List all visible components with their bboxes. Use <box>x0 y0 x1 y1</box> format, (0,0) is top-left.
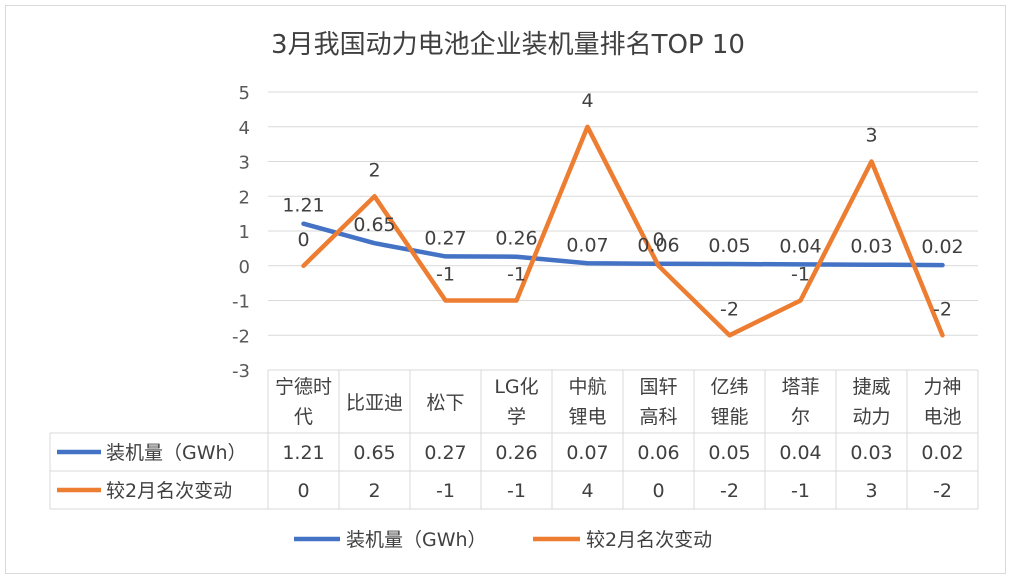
y-tick-label: 2 <box>239 187 250 208</box>
category-label: 电池 <box>923 406 961 428</box>
data-label: -2 <box>933 298 952 320</box>
table-cell-value: 0 <box>297 480 309 502</box>
table-cell-value: 0 <box>652 480 664 502</box>
data-label: 0 <box>297 229 309 251</box>
category-label: 中航 <box>568 376 606 398</box>
y-tick-label: -1 <box>232 292 250 313</box>
category-label: 锂能 <box>710 406 748 428</box>
table-cell-value: 0.06 <box>637 442 679 464</box>
table-cell-value: 3 <box>865 480 877 502</box>
chart-title: 3月我国动力电池企业装机量排名TOP 10 <box>271 30 745 60</box>
category-label: 高科 <box>639 406 677 428</box>
table-cell-value: 1.21 <box>282 442 324 464</box>
table-cell-value: 2 <box>368 480 380 502</box>
y-tick-label: 5 <box>239 83 250 104</box>
data-label: 0.02 <box>921 236 963 258</box>
data-label: 0.27 <box>424 227 466 249</box>
category-label: 松下 <box>426 392 464 414</box>
data-label: 4 <box>581 90 593 112</box>
data-label: -1 <box>436 264 455 286</box>
category-label: 国轩 <box>639 376 677 398</box>
y-tick-label: -2 <box>232 326 250 347</box>
data-label: -2 <box>720 298 739 320</box>
data-label-layer: 1.21 0.65 0.27 0.26 0.07 0.06 0.05 0.04 0.03 0.02… <box>282 90 963 321</box>
data-label: 0.65 <box>353 214 395 236</box>
series-line <box>301 124 945 338</box>
category-label: 塔菲 <box>781 376 819 398</box>
category-label: 学 <box>507 406 526 428</box>
table-cell-value: 0.65 <box>353 442 395 464</box>
data-label: 0.05 <box>708 235 750 257</box>
data-label: 1.21 <box>282 195 324 217</box>
category-label: 力神 <box>923 376 961 398</box>
legend-label: 较2月名次变动 <box>586 529 712 551</box>
category-label: 尔 <box>791 406 810 428</box>
table-cell-value: -1 <box>791 480 810 502</box>
y-tick-label: 3 <box>239 153 250 174</box>
y-tick-label: 4 <box>239 118 250 139</box>
table-cell-value: 0.03 <box>850 442 892 464</box>
legend-label: 装机量（GWh） <box>346 529 487 551</box>
table-cell-value: -2 <box>720 480 739 502</box>
data-label: -1 <box>507 264 526 286</box>
table-cell-value: 0.05 <box>708 442 750 464</box>
data-label: 0 <box>652 229 664 251</box>
category-label: 动力 <box>852 406 890 428</box>
category-label: 代 <box>294 406 313 428</box>
category-label: 亿纬 <box>710 376 748 398</box>
table-cell-value: -1 <box>436 480 455 502</box>
data-label: 3 <box>865 125 877 147</box>
data-label: 0.03 <box>850 236 892 258</box>
table-cell-value: 0.04 <box>779 442 821 464</box>
chart-border <box>5 5 1006 574</box>
series-layer <box>301 124 945 338</box>
y-tick-label: -3 <box>232 361 250 382</box>
category-label: 锂电 <box>568 406 606 428</box>
grid-layer: 5 4 3 2 1 0 -1 -2 -3 <box>232 83 978 382</box>
category-label: 比亚迪 <box>346 392 403 414</box>
y-tick-label: 0 <box>239 257 250 278</box>
data-label: 0.26 <box>495 228 537 250</box>
table-cell-value: 0.27 <box>424 442 466 464</box>
y-tick-label: 1 <box>239 222 250 243</box>
table-cell-value: 0.26 <box>495 442 537 464</box>
legend: 装机量（GWh） 较2月名次变动 <box>294 529 712 551</box>
data-label: 0.06 <box>637 235 679 257</box>
table-cell-value: 0.07 <box>566 442 608 464</box>
data-label: -1 <box>791 264 810 286</box>
data-label: 2 <box>368 159 380 181</box>
table-series-name: 装机量（GWh） <box>106 442 247 464</box>
table-cell-value: -1 <box>507 480 526 502</box>
category-label: 捷威 <box>852 376 890 398</box>
table-cell-value: -2 <box>933 480 952 502</box>
category-label: LG化 <box>494 376 538 398</box>
data-label: 0.07 <box>566 234 608 256</box>
data-label: 0.04 <box>779 235 821 257</box>
table-series-name: 较2月名次变动 <box>106 480 232 502</box>
table-cell-value: 0.02 <box>921 442 963 464</box>
category-label: 宁德时 <box>275 376 332 398</box>
table-cell-value: 4 <box>581 480 593 502</box>
